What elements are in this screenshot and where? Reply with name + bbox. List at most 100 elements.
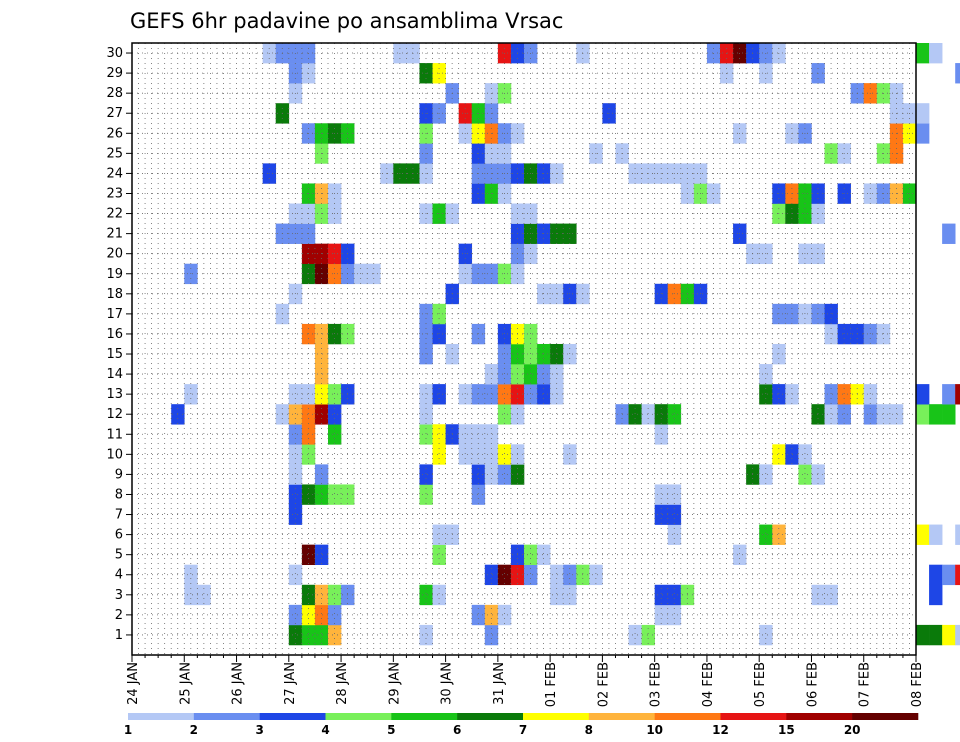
- heatmap-cell: [641, 404, 655, 425]
- heatmap-cell: [288, 624, 303, 646]
- heatmap-cell: [328, 424, 342, 445]
- heatmap-cell: [419, 484, 433, 505]
- heatmap-cell: [184, 384, 198, 405]
- colorbar-swatch: [654, 713, 721, 720]
- y-tick-label: 22: [106, 207, 123, 222]
- heatmap-cell: [824, 404, 838, 425]
- heatmap-cell: [798, 444, 812, 465]
- colorbar-swatch: [391, 713, 458, 720]
- heatmap-cell: [876, 323, 891, 345]
- heatmap-cell: [916, 384, 930, 405]
- heatmap-cell: [497, 323, 512, 345]
- heatmap-cell: [811, 303, 825, 325]
- y-tick-label: 28: [106, 86, 123, 101]
- y-tick-label: 23: [106, 186, 123, 201]
- y-tick-label: 11: [106, 427, 123, 442]
- colorbar-tick-label: 5: [387, 723, 395, 737]
- heatmap-cell: [314, 544, 329, 566]
- heatmap-cell: [837, 404, 851, 425]
- y-tick-label: 14: [106, 367, 123, 382]
- y-tick-label: 18: [106, 287, 123, 302]
- heatmap-cell: [929, 564, 943, 586]
- heatmap-cell: [288, 444, 303, 465]
- heatmap-cell: [484, 464, 499, 485]
- heatmap-cell: [471, 604, 486, 626]
- heatmap-cell: [824, 384, 838, 405]
- heatmap-cell: [314, 604, 329, 626]
- heatmap-cell: [916, 43, 930, 64]
- heatmap-cell: [419, 624, 433, 646]
- heatmap-cell: [798, 464, 812, 485]
- heatmap-cell: [916, 624, 930, 646]
- heatmap-cell: [667, 504, 682, 525]
- heatmap-cell: [759, 464, 773, 485]
- heatmap-cell: [288, 424, 303, 445]
- heatmap-cell: [328, 484, 342, 505]
- heatmap-cell: [288, 504, 303, 525]
- heatmap-cell: [301, 604, 316, 626]
- x-tick-label: 29 JAN: [387, 662, 402, 705]
- colorbar-tick-label: 20: [844, 723, 861, 737]
- heatmap-cell: [458, 384, 473, 405]
- colorbar-tick-label: 1: [124, 723, 132, 737]
- heatmap-cell: [929, 524, 943, 545]
- x-tick-label: 07 FEB: [858, 662, 873, 707]
- heatmap-cell: [654, 504, 669, 525]
- heatmap-cell: [432, 384, 446, 405]
- heatmap-cell: [471, 424, 486, 445]
- heatmap-cell: [772, 384, 786, 405]
- heatmap-cell: [811, 464, 825, 485]
- y-tick-label: 16: [106, 327, 123, 342]
- heatmap-cell: [484, 604, 499, 626]
- heatmap-cell: [328, 384, 342, 405]
- heatmap-cell: [916, 123, 930, 144]
- y-tick-label: 24: [106, 166, 123, 181]
- heatmap-cell: [628, 404, 642, 425]
- heatmap-cell: [458, 444, 473, 465]
- y-tick-label: 15: [106, 347, 123, 362]
- y-tick-label: 5: [115, 548, 123, 563]
- heatmap-cell: [301, 584, 316, 606]
- heatmap-cell: [654, 584, 669, 606]
- y-tick-label: 8: [115, 487, 123, 502]
- heatmap-cell: [837, 323, 851, 345]
- y-tick-label: 26: [106, 126, 123, 141]
- colorbar-tick-label: 4: [321, 723, 329, 737]
- heatmap-cell: [484, 564, 499, 586]
- y-tick-label: 21: [106, 227, 123, 242]
- heatmap-cell: [301, 544, 316, 566]
- x-tick-label: 25 JAN: [178, 662, 193, 705]
- heatmap-cell: [628, 624, 642, 646]
- heatmap-cell: [524, 564, 538, 586]
- colorbar-tick-label: 15: [778, 723, 795, 737]
- heatmap-cell: [876, 404, 891, 425]
- heatmap-cell: [432, 544, 446, 566]
- heatmap-cell: [314, 404, 329, 425]
- heatmap-cell: [288, 404, 303, 425]
- y-tick-label: 2: [115, 608, 123, 623]
- heatmap-cell: [524, 364, 538, 385]
- heatmap-cell: [955, 384, 960, 405]
- heatmap-cell: [288, 604, 303, 626]
- y-tick-label: 7: [115, 508, 123, 523]
- heatmap-cell: [484, 424, 499, 445]
- heatmap-cell: [550, 343, 564, 365]
- heatmap-cell: [301, 484, 316, 505]
- heatmap-cell: [916, 103, 930, 124]
- colorbar-tick-label: 3: [255, 723, 263, 737]
- x-tick-label: 01 FEB: [544, 662, 559, 707]
- heatmap-cell: [929, 404, 943, 425]
- colorbar-tick-label: 6: [453, 723, 461, 737]
- y-tick-label: 27: [106, 106, 123, 121]
- colorbar-tick-label: 12: [712, 723, 729, 737]
- heatmap-cell: [288, 484, 303, 505]
- heatmap-cell: [471, 464, 486, 485]
- y-tick-label: 17: [106, 307, 123, 322]
- heatmap-cell: [471, 444, 486, 465]
- heatmap-cell: [550, 584, 564, 606]
- heatmap-cell: [837, 384, 851, 405]
- colorbar-swatch: [588, 713, 655, 720]
- heatmap-cell: [942, 223, 956, 244]
